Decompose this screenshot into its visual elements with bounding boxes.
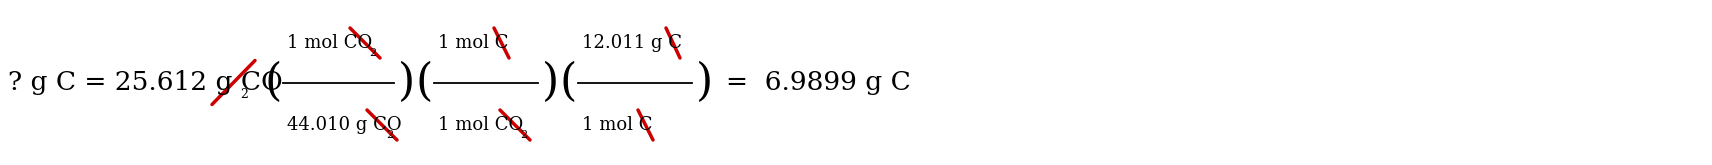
- Text: =  6.9899 g C: = 6.9899 g C: [726, 70, 911, 95]
- Text: 1 mol C: 1 mol C: [438, 34, 508, 52]
- Text: 2: 2: [370, 48, 377, 58]
- Text: (: (: [560, 61, 577, 104]
- Text: 12.011 g C: 12.011 g C: [582, 34, 681, 52]
- Text: ): ): [543, 61, 560, 104]
- Text: (: (: [416, 61, 433, 104]
- Text: 2: 2: [385, 130, 394, 140]
- Text: ): ): [397, 61, 416, 104]
- Text: 2: 2: [520, 130, 527, 140]
- Text: 1 mol CO: 1 mol CO: [288, 34, 372, 52]
- Text: 1 mol C: 1 mol C: [582, 116, 652, 134]
- Text: ? g C = 25.612 g CO: ? g C = 25.612 g CO: [9, 70, 282, 95]
- Text: (: (: [265, 61, 282, 104]
- Text: 44.010 g CO: 44.010 g CO: [288, 116, 402, 134]
- Text: 2: 2: [240, 88, 248, 101]
- Text: ): ): [697, 61, 714, 104]
- Text: 1 mol CO: 1 mol CO: [438, 116, 524, 134]
